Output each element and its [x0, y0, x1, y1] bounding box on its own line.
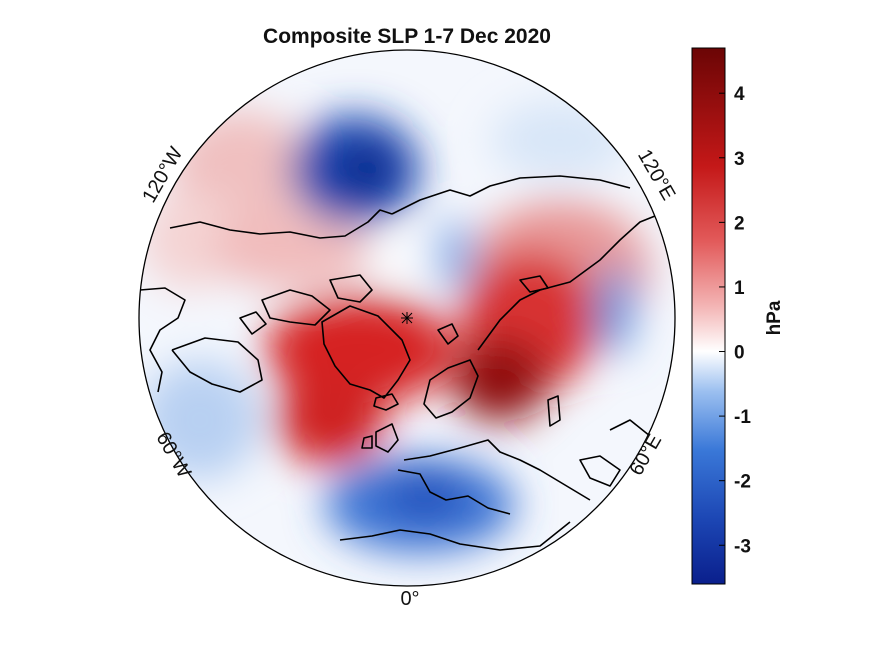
colorbar-tick-label: 4 — [734, 84, 745, 105]
colorbar-tick-label: -2 — [734, 472, 751, 493]
colorbar-tick-label: 2 — [734, 213, 745, 234]
colorbar: 4 3 2 1 0 -1 -2 -3 hPa — [691, 47, 785, 585]
colorbar-tick-label: -3 — [734, 536, 751, 557]
north-pole-marker — [401, 312, 413, 324]
colorbar-label: hPa — [764, 300, 785, 335]
map-boundary — [138, 49, 676, 587]
lon-label-0: 0° — [400, 588, 419, 610]
coastlines — [139, 175, 675, 551]
colorbar-tick-label: 0 — [734, 343, 745, 364]
colorbar-ticks: 4 3 2 1 0 -1 -2 -3 — [719, 84, 751, 557]
colorbar-tick-label: -1 — [734, 407, 751, 428]
colorbar-tick-label: 3 — [734, 149, 745, 170]
figure-title: Composite SLP 1-7 Dec 2020 — [263, 25, 551, 48]
colorbar-tick-label: 1 — [734, 278, 745, 299]
colorbar-gradient — [691, 47, 726, 585]
